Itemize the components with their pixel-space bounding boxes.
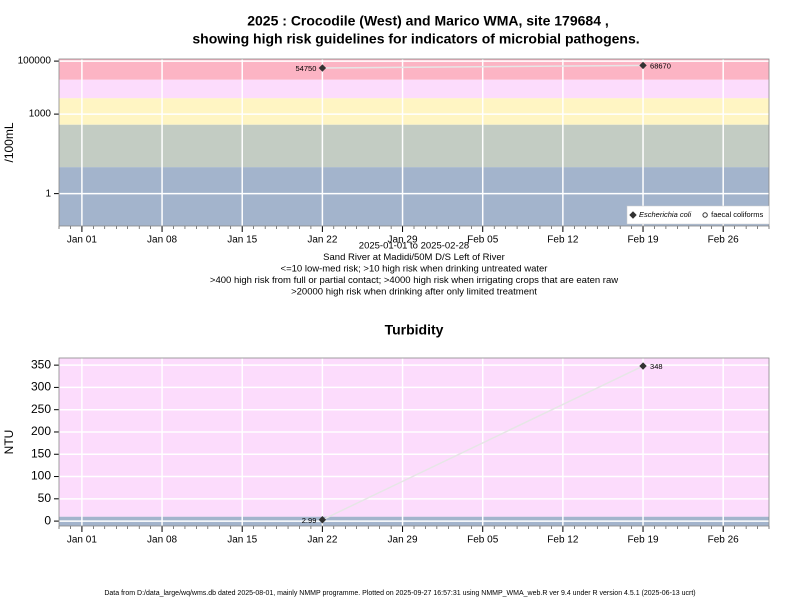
x-tick-label: Jan 01 [67, 235, 97, 246]
legend-marker [702, 212, 708, 218]
x-tick-label: Jan 22 [307, 535, 337, 546]
data-label: 2.99 [302, 516, 317, 525]
series-line [322, 64, 644, 69]
x-tick-label: Feb 19 [627, 235, 659, 246]
data-point [639, 362, 647, 370]
y-tick-label: 1000 [29, 109, 52, 120]
note: Sand River at Madidi/50M D/S Left of Riv… [323, 252, 505, 263]
data-label: 348 [650, 362, 663, 371]
y-tick-label: 100000 [18, 56, 52, 67]
footer: Data from D:/data_large/wq/wms.db dated … [104, 590, 695, 597]
y-axis-label: /100mL [2, 122, 16, 162]
y-tick-label: 200 [31, 424, 51, 438]
y-tick-label: 1 [45, 188, 51, 199]
note: 2025-01-01 to 2025-02-28 [359, 241, 469, 252]
x-tick-label: Jan 22 [307, 235, 337, 246]
x-tick-label: Jan 29 [388, 235, 418, 246]
legend-label: Escherichia coli [639, 210, 691, 219]
data-label: 68670 [650, 61, 671, 70]
plot-frame [58, 357, 770, 527]
x-tick-label: Feb 05 [467, 235, 499, 246]
x-tick-label: Jan 15 [227, 235, 257, 246]
x-tick-label: Jan 01 [67, 535, 97, 546]
y-tick-label: 350 [31, 357, 51, 371]
x-tick-label: Feb 26 [708, 235, 740, 246]
x-tick-label: Jan 29 [388, 535, 418, 546]
y-tick-label: 150 [31, 446, 51, 460]
note: >20000 high risk when drinking after onl… [291, 287, 537, 298]
risk-band [59, 79, 769, 99]
y-tick-label: 50 [38, 491, 52, 505]
risk-band [59, 59, 769, 80]
panel-title: Turbidity [385, 322, 444, 338]
plot-frame [58, 58, 770, 227]
legend-box [626, 205, 770, 225]
data-point [318, 64, 327, 72]
y-axis-label: NTU [2, 430, 16, 455]
x-tick-label: Feb 19 [627, 535, 659, 546]
data-point [318, 516, 327, 524]
y-tick-label: 250 [31, 402, 51, 416]
series-line [322, 365, 644, 521]
risk-band [59, 358, 769, 517]
risk-band [59, 124, 769, 168]
y-tick-label: 100 [31, 469, 51, 483]
y-tick-label: 300 [31, 380, 51, 394]
legend-marker [629, 211, 637, 219]
x-tick-label: Jan 08 [147, 235, 177, 246]
x-tick-label: Jan 08 [147, 535, 177, 546]
data-label: 54750 [296, 64, 317, 73]
note: <=10 low-med risk; >10 high risk when dr… [281, 264, 548, 275]
title: 2025 : Crocodile (West) and Marico WMA, … [247, 13, 609, 29]
y-tick-label: 0 [44, 513, 51, 527]
legend-label: faecal coliforms [711, 210, 763, 219]
x-tick-label: Feb 12 [547, 535, 579, 546]
x-tick-label: Feb 26 [708, 535, 740, 546]
risk-band [59, 98, 769, 125]
data-point [639, 61, 647, 70]
note: >400 high risk from full or partial cont… [210, 275, 618, 286]
x-tick-label: Feb 12 [547, 235, 579, 246]
x-tick-label: Jan 15 [227, 535, 257, 546]
x-tick-label: Feb 05 [467, 535, 499, 546]
subtitle: showing high risk guidelines for indicat… [192, 31, 639, 47]
